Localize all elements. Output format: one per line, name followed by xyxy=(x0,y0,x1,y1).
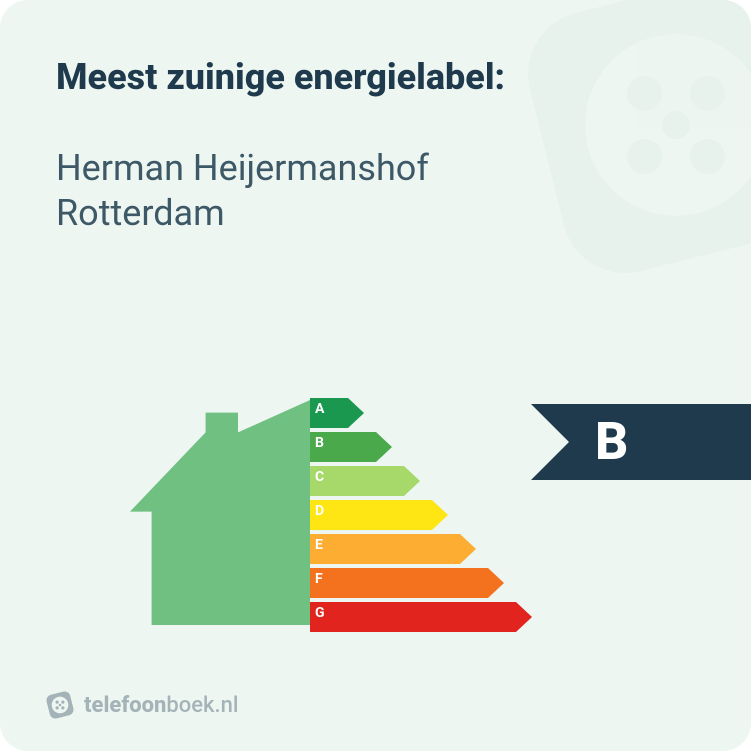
bar-shape xyxy=(310,466,420,496)
energy-bar-b: B xyxy=(310,432,532,462)
bar-label: A xyxy=(315,401,324,417)
bar-label: F xyxy=(315,571,323,587)
house-svg xyxy=(130,400,310,625)
bar-label: E xyxy=(315,537,323,553)
bar-shape xyxy=(310,568,504,598)
energy-bar-d: D xyxy=(310,500,532,530)
bar-shape xyxy=(310,602,532,632)
energy-card: Meest zuinige energielabel: Herman Heije… xyxy=(0,0,751,751)
house-icon xyxy=(130,400,310,629)
card-subtitle: Herman Heijermanshof Rotterdam xyxy=(56,146,695,236)
footer-text-rest: boek.nl xyxy=(166,693,238,718)
energy-bar-e: E xyxy=(310,534,532,564)
energy-bar-c: C xyxy=(310,466,532,496)
footer-text-bold: telefoon xyxy=(84,693,166,718)
bar-label: B xyxy=(315,435,324,451)
subtitle-line1: Herman Heijermanshof xyxy=(56,147,429,189)
bar-label: C xyxy=(315,469,324,485)
rating-badge: B xyxy=(531,404,751,480)
content-area: Meest zuinige energielabel: Herman Heije… xyxy=(0,0,751,236)
badge-bg xyxy=(531,404,751,480)
energy-bar-g: G xyxy=(310,602,532,632)
footer-brand: telefoonboek.nl xyxy=(44,689,239,721)
footer-text: telefoonboek.nl xyxy=(84,693,239,718)
bar-shape xyxy=(310,534,476,564)
footer-logo-icon xyxy=(44,689,76,721)
bar-label: D xyxy=(315,503,324,519)
rating-letter: B xyxy=(595,416,628,468)
card-title: Meest zuinige energielabel: xyxy=(56,56,695,98)
bar-label: G xyxy=(315,605,325,621)
energy-label-graphic: A B C D E F G B xyxy=(0,380,751,640)
subtitle-line2: Rotterdam xyxy=(56,192,225,234)
energy-bar-a: A xyxy=(310,398,532,428)
energy-bar-f: F xyxy=(310,568,532,598)
bar-shape xyxy=(310,500,448,530)
energy-bars: A B C D E F G xyxy=(310,398,532,636)
